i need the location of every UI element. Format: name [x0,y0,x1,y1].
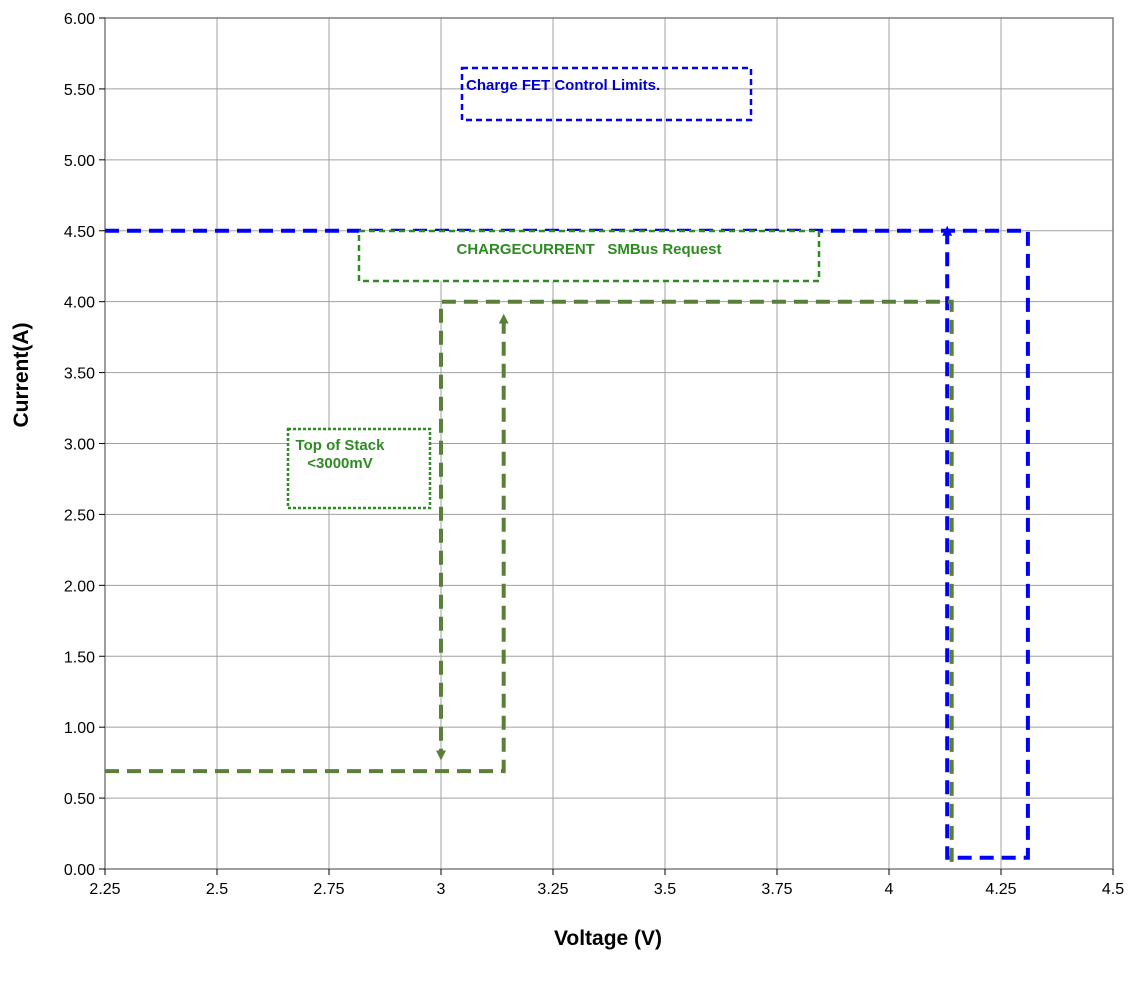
y-axis-ticks: 0.00 0.50 1.00 1.50 2.00 2.50 3.00 3.50 4.00 4.50… [64,11,105,879]
y-tick-label: 0.50 [64,791,95,808]
y-tick-label: 5.00 [64,153,95,170]
annotation-charge-fet: Charge FET Control Limits. [460,66,753,122]
y-tick-label: 3.50 [64,366,95,383]
x-tick-label: 3.25 [537,881,568,898]
x-tick-label: 3.5 [654,881,676,898]
y-tick-label: 2.00 [64,578,95,595]
annotation-chargecurrent: CHARGECURRENT SMBus Request [357,229,821,283]
x-tick-label: 2.5 [206,881,228,898]
series-line-3 [436,299,954,862]
series-line-2 [105,313,509,774]
x-tick-label: 2.25 [89,881,120,898]
x-tick-label: 2.75 [313,881,344,898]
y-tick-label: 4.00 [64,295,95,312]
x-tick-label: 4.5 [1102,881,1124,898]
y-tick-label: 0.00 [64,862,95,879]
annotation-charge-fet-text: Charge FET Control Limits. [466,77,660,94]
annotation-top-of-stack: Top of Stack <3000mV [286,427,432,510]
x-axis-title: Voltage (V) [554,927,662,950]
y-tick-label: 1.50 [64,649,95,666]
y-tick-label: 2.50 [64,507,95,524]
series-line-1 [105,225,1030,860]
grid [104,17,1114,870]
x-tick-label: 3 [437,881,446,898]
x-tick-label: 4.25 [985,881,1016,898]
x-tick-label: 3.75 [761,881,792,898]
annotation-top-of-stack-line1: Top of Stack [296,437,386,454]
y-tick-label: 3.00 [64,437,95,454]
y-axis-title: Current(A) [10,323,33,428]
y-tick-label: 1.00 [64,720,95,737]
series-group [105,225,1030,862]
annotation-top-of-stack-line2: <3000mV [307,455,372,472]
y-tick-label: 4.50 [64,224,95,241]
annotation-chargecurrent-text: CHARGECURRENT SMBus Request [456,241,721,258]
y-tick-label: 6.00 [64,11,95,28]
x-axis-ticks: 2.25 2.5 2.75 3 3.25 3.5 3.75 4 4.25 4.5 [89,869,1124,898]
y-tick-label: 5.50 [64,82,95,99]
x-tick-label: 4 [885,881,894,898]
